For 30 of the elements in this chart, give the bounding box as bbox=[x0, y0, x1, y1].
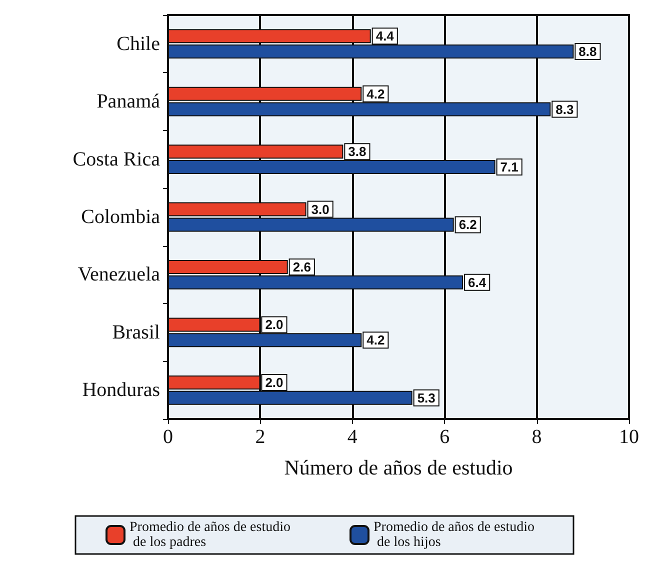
x-axis-title: Número de años de estudio bbox=[284, 456, 513, 480]
y-tick-label: Honduras bbox=[82, 379, 160, 402]
x-tick-label: 6 bbox=[440, 426, 450, 448]
data-label: 4.2 bbox=[366, 332, 385, 348]
y-tick-label: Costa Rica bbox=[72, 148, 160, 170]
y-tick-label: Chile bbox=[116, 32, 160, 55]
data-label: 7.1 bbox=[500, 159, 518, 174]
data-label: 8.8 bbox=[578, 44, 597, 60]
data-label: 6.2 bbox=[458, 217, 477, 232]
data-label: 2.6 bbox=[292, 260, 311, 275]
y-tick-label: Colombia bbox=[81, 206, 160, 228]
data-label: 2.0 bbox=[265, 317, 284, 332]
x-tick-label: 2 bbox=[255, 426, 266, 448]
y-tick-label: Panamá bbox=[96, 90, 160, 113]
x-tick-label: 0 bbox=[163, 426, 173, 448]
data-label: 4.2 bbox=[366, 86, 385, 102]
y-tick-label: Venezuela bbox=[78, 264, 160, 286]
data-label: 5.3 bbox=[417, 390, 436, 406]
y-tick-label: Brasil bbox=[112, 321, 160, 344]
data-label: 4.4 bbox=[376, 28, 395, 44]
x-tick-label: 8 bbox=[532, 426, 542, 448]
data-label: 6.4 bbox=[468, 274, 487, 290]
data-label: 2.0 bbox=[265, 374, 284, 390]
x-tick-label: 4 bbox=[347, 426, 358, 448]
x-tick-label: 10 bbox=[619, 426, 639, 448]
data-label: 3.8 bbox=[348, 144, 366, 160]
legend-label: Promedio de años de estudio de los hijos bbox=[374, 520, 534, 550]
data-label: 3.0 bbox=[311, 202, 330, 217]
data-label: 8.3 bbox=[556, 102, 574, 117]
legend-label: Promedio de años de estudio de los padres bbox=[130, 520, 290, 550]
